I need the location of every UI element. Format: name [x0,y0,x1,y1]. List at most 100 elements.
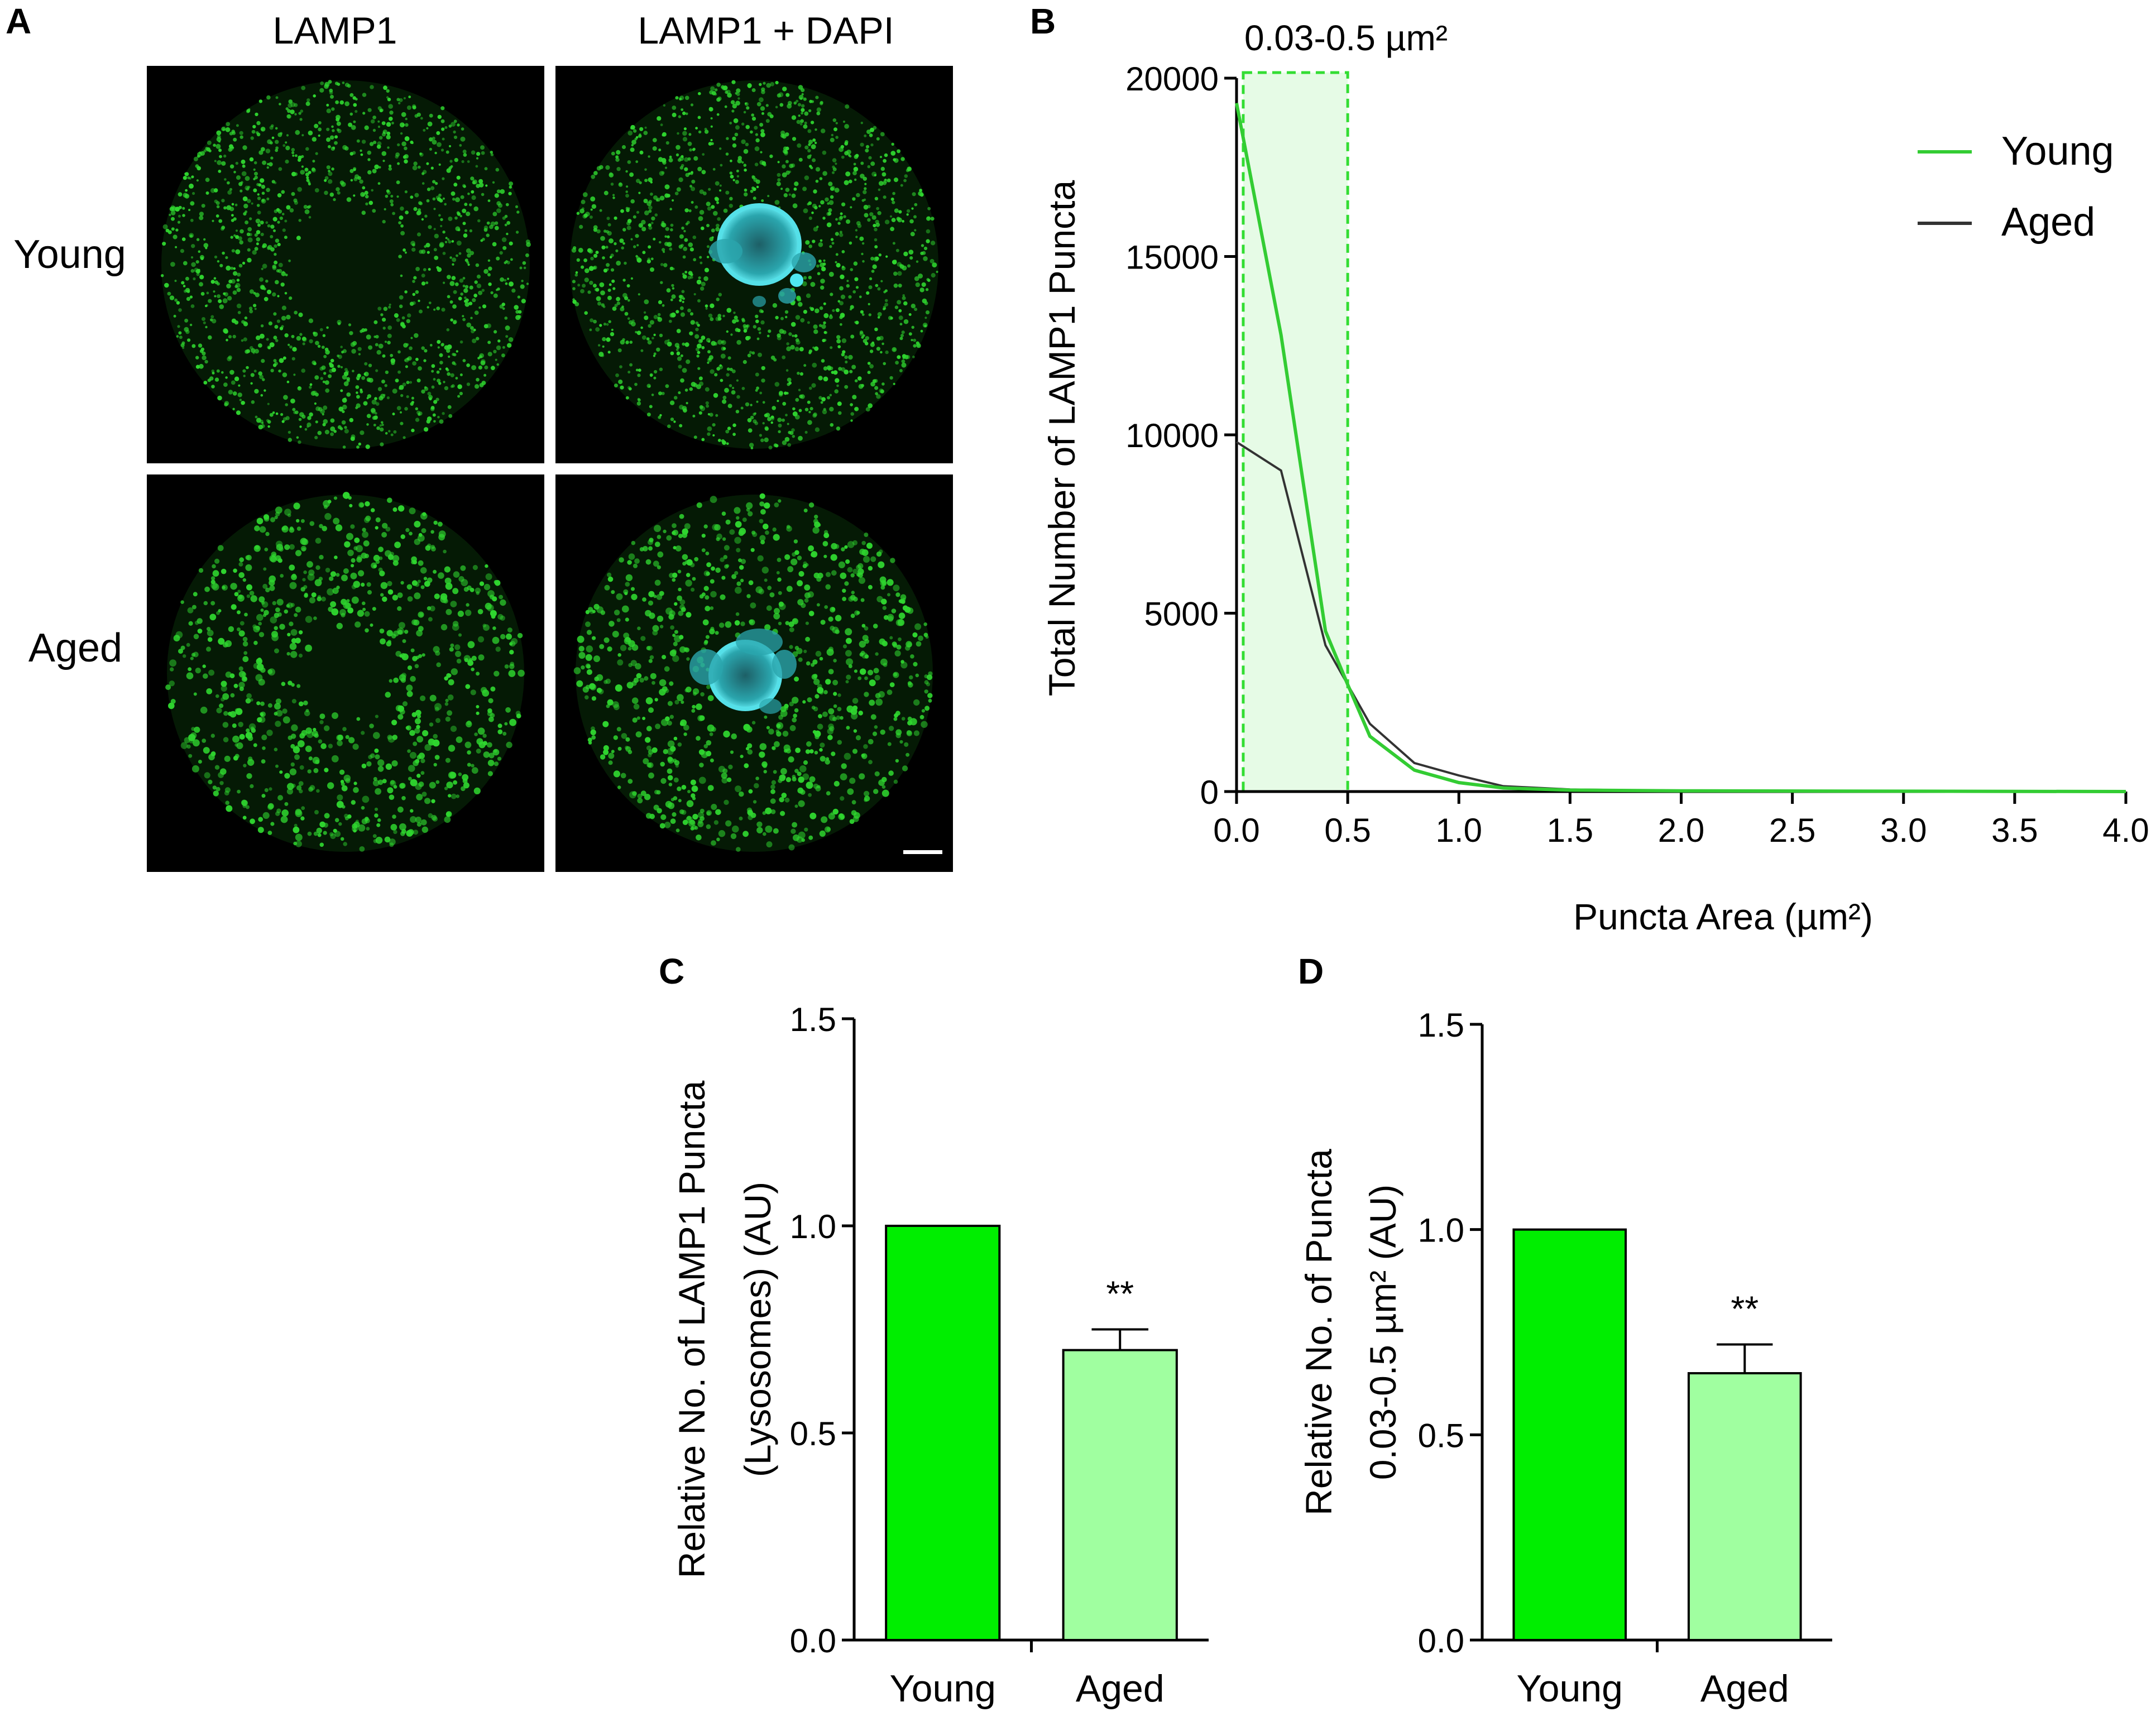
lamp1-punctum [311,167,315,171]
lamp1-punctum [779,603,786,610]
lamp1-punctum [403,436,406,439]
lamp1-punctum [794,181,799,186]
lamp1-punctum [329,362,332,366]
lamp1-punctum [718,622,725,628]
lamp1-punctum [308,756,313,761]
lamp1-punctum [463,153,467,157]
lamp1-punctum [496,189,501,194]
lamp1-punctum [203,149,207,152]
lamp1-punctum [212,583,219,591]
lamp1-punctum [869,364,874,369]
lamp1-punctum [299,333,303,336]
lamp1-punctum [275,721,281,727]
lamp1-punctum [229,711,237,718]
lamp1-punctum [404,359,407,362]
lamp1-punctum [392,413,395,416]
lamp1-punctum [324,813,330,819]
lamp1-punctum [617,746,622,751]
lamp1-punctum [231,203,234,206]
lamp1-punctum [873,224,876,228]
lamp1-punctum [788,332,792,336]
lamp1-punctum [805,563,809,567]
lamp1-punctum [823,321,826,324]
lamp1-punctum [276,269,280,273]
lamp1-punctum [333,828,337,833]
lamp1-punctum [476,274,481,279]
lamp1-punctum [811,144,816,150]
lamp1-punctum [446,368,449,372]
lamp1-punctum [410,779,418,787]
lamp1-punctum [377,818,381,822]
lamp1-punctum [761,87,765,92]
lamp1-punctum [846,726,850,730]
lamp1-punctum [224,178,227,181]
lamp1-punctum [332,129,335,132]
lamp1-punctum [901,717,905,721]
lamp1-punctum [473,328,476,332]
lamp1-punctum [891,218,896,222]
lamp1-punctum [831,242,835,245]
lamp1-punctum [307,769,312,774]
lamp1-punctum [452,588,459,594]
lamp1-punctum [469,285,473,290]
lamp1-punctum [830,293,833,296]
lamp1-punctum [359,179,363,184]
lamp1-punctum [664,184,670,190]
lamp1-punctum [744,188,748,192]
lamp1-punctum [623,589,629,594]
lamp1-punctum [439,419,444,424]
lamp1-punctum [462,315,464,318]
lamp1-punctum [884,303,889,307]
lamp1-punctum [364,553,370,559]
lamp1-punctum [420,819,427,826]
lamp1-punctum [816,111,821,116]
lamp1-punctum [785,315,788,319]
lamp1-punctum [730,175,734,179]
lamp1-punctum [464,302,469,307]
lamp1-punctum [414,592,421,600]
lamp1-punctum [182,207,185,210]
lamp1-punctum [374,397,377,400]
lamp1-punctum [481,687,487,693]
lamp1-punctum [755,179,760,184]
lamp1-punctum [208,149,212,152]
lamp1-punctum [282,372,288,377]
lamp1-punctum [439,368,442,371]
lamp1-punctum [437,346,440,349]
lamp1-punctum [361,763,367,769]
lamp1-punctum [823,366,828,371]
lamp1-punctum [509,664,515,669]
lamp1-punctum [793,101,797,105]
lamp1-punctum [288,430,291,434]
lamp1-punctum [272,266,277,270]
lamp1-punctum [257,193,260,196]
lamp1-punctum [507,627,512,633]
lamp1-punctum [415,759,420,764]
lamp1-punctum [410,648,415,653]
lamp1-punctum [500,189,505,194]
lamp1-punctum [246,728,250,733]
lamp1-punctum [284,609,289,614]
lamp1-punctum [792,137,797,141]
lamp1-punctum [389,199,394,204]
lamp1-punctum [397,592,403,598]
lamp1-punctum [716,837,720,842]
lamp1-punctum [898,315,903,320]
lamp1-punctum [246,594,251,598]
lamp1-punctum [329,368,333,373]
lamp1-punctum [621,733,627,739]
lamp1-punctum [798,800,805,807]
lamp1-punctum [456,241,462,246]
lamp1-punctum [718,293,722,297]
lamp1-punctum [673,396,678,400]
lamp1-punctum [612,287,616,290]
lamp1-punctum [202,317,205,321]
lamp1-punctum [807,591,814,598]
lamp1-punctum [672,812,677,817]
lamp1-punctum [785,392,789,395]
lamp1-punctum [452,304,457,309]
lamp1-punctum [686,612,692,618]
lamp1-punctum [606,337,611,342]
lamp1-punctum [340,837,344,841]
oocyte-aged-lamp1 [165,492,525,852]
